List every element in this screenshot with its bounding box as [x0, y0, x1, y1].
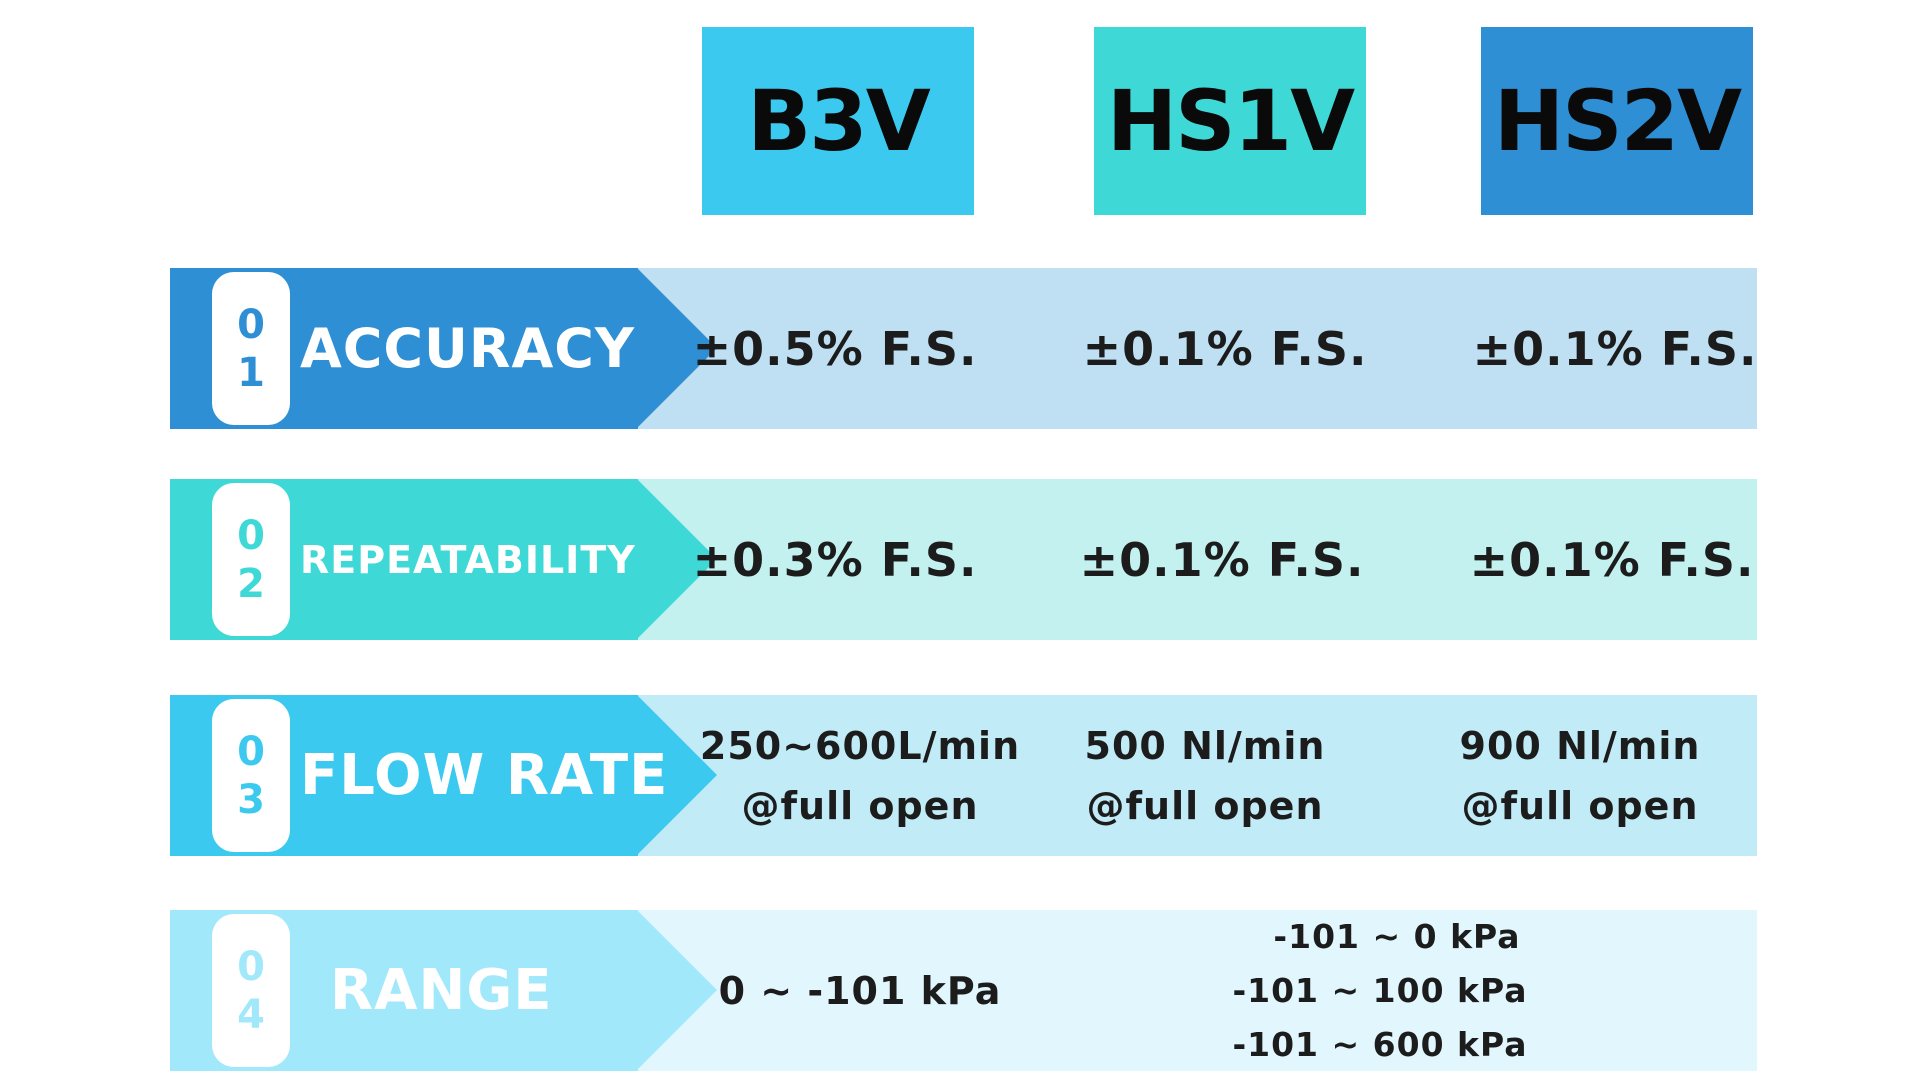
- row-flow-rate: 0 3 FLOW RATE 250~600L/min @full open 50…: [170, 695, 1757, 856]
- value-line: 250~600L/min: [699, 723, 1021, 768]
- row-repeatability: 0 2 REPEATABILITY ±0.3% F.S. ±0.1% F.S. …: [170, 479, 1757, 640]
- value-line: -101 ~ 0 kPa: [1273, 916, 1521, 956]
- row-number-digit-2: 4: [237, 991, 265, 1038]
- row-number-digit-1: 0: [237, 301, 265, 348]
- value-hs2v: ±0.1% F.S.: [1469, 532, 1755, 587]
- value-line: @full open: [741, 783, 979, 828]
- arrow-shape: [637, 268, 717, 428]
- value-b3v: ±0.5% F.S.: [692, 321, 978, 376]
- value-hs-range: -101 ~ 0 kPa -101 ~ 100 kPa -101 ~ 600 k…: [1200, 910, 1560, 1071]
- value-hs2v: ±0.1% F.S.: [1472, 321, 1758, 376]
- value-line: 900 Nl/min: [1459, 723, 1701, 768]
- row-number-digit-1: 0: [237, 728, 265, 775]
- value-line: 500 Nl/min: [1084, 723, 1326, 768]
- arrow-shape: [637, 695, 717, 855]
- arrow-shape: [637, 910, 717, 1070]
- value-line: @full open: [1086, 783, 1324, 828]
- row-number-digit-2: 2: [237, 560, 265, 607]
- value-hs1v: 500 Nl/min @full open: [1070, 695, 1340, 856]
- row-number-digit-1: 0: [237, 512, 265, 559]
- value-hs1v: ±0.1% F.S.: [1082, 321, 1368, 376]
- row-number-digit-1: 0: [237, 943, 265, 990]
- value-line: -101 ~ 600 kPa: [1232, 1024, 1528, 1064]
- row-number-digit-2: 3: [237, 776, 265, 823]
- header-hs1v: HS1V: [1094, 27, 1366, 215]
- value-line: -101 ~ 100 kPa: [1232, 970, 1528, 1010]
- row-number-badge: 0 4: [212, 914, 290, 1067]
- row-number-badge: 0 3: [212, 699, 290, 852]
- row-number-badge: 0 1: [212, 272, 290, 425]
- row-accuracy: 0 1 ACCURACY ±0.5% F.S. ±0.1% F.S. ±0.1%…: [170, 268, 1757, 429]
- value-b3v: 250~600L/min @full open: [700, 695, 1019, 856]
- value-hs1v: ±0.1% F.S.: [1079, 532, 1365, 587]
- value-hs2v: 900 Nl/min @full open: [1445, 695, 1715, 856]
- row-label: REPEATABILITY: [300, 537, 636, 582]
- row-number-badge: 0 2: [212, 483, 290, 636]
- row-label: ACCURACY: [300, 317, 636, 380]
- value-b3v: 0 ~ -101 kPa: [718, 968, 1002, 1013]
- arrow-shape: [637, 479, 717, 639]
- value-line: @full open: [1461, 783, 1699, 828]
- row-range: 0 4 RANGE 0 ~ -101 kPa -101 ~ 0 kPa -101…: [170, 910, 1757, 1071]
- row-label: RANGE: [330, 958, 553, 1023]
- header-hs2v: HS2V: [1481, 27, 1753, 215]
- row-label: FLOW RATE: [300, 743, 669, 808]
- value-b3v: ±0.3% F.S.: [692, 532, 978, 587]
- row-number-digit-2: 1: [237, 349, 265, 396]
- header-b3v: B3V: [702, 27, 974, 215]
